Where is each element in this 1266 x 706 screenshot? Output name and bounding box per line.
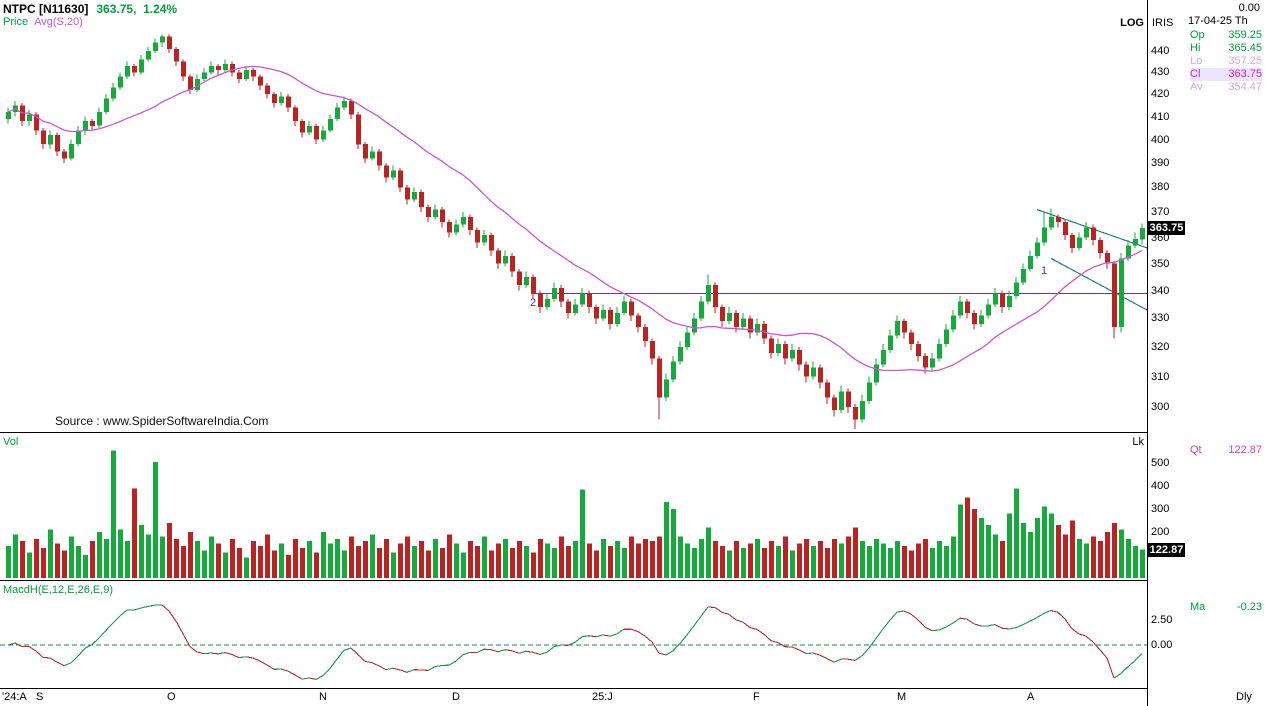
price-series-label: Price <box>3 16 29 28</box>
series-legend: Price Avg(S,20) <box>3 16 89 28</box>
time-axis-label: O <box>167 691 176 703</box>
app-title: IRIS <box>1152 17 1174 29</box>
sma-series-label: Avg(S,20) <box>34 16 83 28</box>
price-axis-tick: 420 <box>1151 88 1170 100</box>
last-price-tag: 363.75 <box>1148 221 1185 235</box>
ohlc-label: Hi <box>1190 42 1201 54</box>
volume-pane-label: Vol <box>3 436 19 448</box>
price-axis-tick: 430 <box>1151 66 1170 78</box>
price-axis-tick: 330 <box>1151 312 1170 324</box>
macd-value-row: Ma -0.23 <box>1190 601 1262 614</box>
log-scale-label[interactable]: LOG <box>1120 17 1144 29</box>
ohlc-value: 357.25 <box>1228 55 1262 67</box>
volume-axis-tick: 300 <box>1151 503 1170 515</box>
time-axis-label: '24:A <box>2 691 27 703</box>
macd-axis-tick: 0.00 <box>1151 639 1173 651</box>
price-candlestick-chart[interactable]: 21 <box>0 0 1147 432</box>
ohlc-row-cl: Cl 363.75 <box>1190 68 1262 81</box>
macd-pane-label: MacdH(E,12,E,26,E,9) <box>3 584 114 596</box>
ohlc-row-hi: Hi 365.45 <box>1190 42 1262 55</box>
ohlc-panel: Op 359.25 Hi 365.45 Lo 357.25 Cl 363.75 Av 354.47 <box>1190 29 1262 95</box>
ma-value: -0.23 <box>1236 601 1262 613</box>
time-axis-label: A <box>1027 691 1035 703</box>
macd-chart[interactable] <box>0 581 1147 688</box>
quantity-row: Qt 122.87 <box>1190 444 1262 457</box>
volume-unit-label: Lk <box>1132 436 1144 448</box>
macd-axis-tick: 2.50 <box>1151 614 1173 626</box>
session-date: 17-04-25 Th <box>1188 15 1264 27</box>
symbol-label: NTPC [N11630] <box>3 2 89 16</box>
price-axis-tick: 400 <box>1151 134 1170 146</box>
price-axis-tick: 390 <box>1151 157 1170 169</box>
last-price-change-label: 363.75, 1.24% <box>96 2 178 16</box>
price-axis-tick: 440 <box>1151 45 1170 57</box>
svg-text:2: 2 <box>530 297 536 309</box>
macd-timeaxis-divider <box>0 688 1147 689</box>
date-value: 17-04-25 <box>1188 15 1233 27</box>
price-axis-tick: 340 <box>1151 285 1170 297</box>
ohlc-value: 363.75 <box>1228 68 1262 80</box>
ohlc-value: 365.45 <box>1228 42 1262 54</box>
time-axis-label: M <box>897 691 907 703</box>
periodicity-label[interactable]: Dly <box>1236 691 1252 703</box>
chart-header: NTPC [N11630] 363.75, 1.24% <box>3 2 177 16</box>
ma-label: Ma <box>1190 601 1206 613</box>
volume-axis-tick: 200 <box>1151 526 1170 538</box>
ohlc-row-op: Op 359.25 <box>1190 29 1262 42</box>
price-axis-tick: 350 <box>1151 258 1170 270</box>
price-axis-tick: 300 <box>1151 401 1170 413</box>
svg-text:1: 1 <box>1041 265 1047 277</box>
time-axis-label: S <box>36 691 44 703</box>
ohlc-value: 359.25 <box>1228 29 1262 41</box>
price-axis-tick: 310 <box>1151 371 1170 383</box>
ohlc-label: Cl <box>1190 68 1201 80</box>
price-axis-tick: 380 <box>1151 181 1170 193</box>
ohlc-row-lo: Lo 357.25 <box>1190 55 1262 68</box>
ohlc-label: Av <box>1190 81 1203 93</box>
price-axis-tick: 410 <box>1151 111 1170 123</box>
last-volume-tag: 122.87 <box>1148 543 1185 557</box>
time-axis: '24:A S O N D 25:J F M A <box>0 688 1147 706</box>
qt-label: Qt <box>1190 444 1202 456</box>
axis-border <box>1147 0 1148 706</box>
volume-axis-tick: 500 <box>1151 457 1170 469</box>
time-axis-label: D <box>452 691 460 703</box>
time-axis-label: F <box>753 691 760 703</box>
time-axis-label: 25:J <box>592 691 613 703</box>
price-axis-tick: 370 <box>1151 206 1170 218</box>
volume-axis-tick: 400 <box>1151 480 1170 492</box>
volume-chart[interactable] <box>0 433 1147 580</box>
ohlc-row-av: Av 354.47 <box>1190 81 1262 94</box>
source-watermark: Source : www.SpiderSoftwareIndia.Com <box>55 414 269 428</box>
change-value: 0.00 <box>1238 2 1260 14</box>
price-axis-tick: 320 <box>1151 341 1170 353</box>
price-axis-tick: 360 <box>1151 232 1170 244</box>
ohlc-label: Lo <box>1190 55 1203 67</box>
weekday-value: Th <box>1234 15 1248 27</box>
time-axis-label: N <box>319 691 327 703</box>
qt-value: 122.87 <box>1228 444 1262 456</box>
ohlc-label: Op <box>1190 29 1205 41</box>
price-volume-divider[interactable] <box>0 432 1147 433</box>
volume-macd-divider[interactable] <box>0 580 1147 581</box>
ohlc-value: 354.47 <box>1228 81 1262 93</box>
